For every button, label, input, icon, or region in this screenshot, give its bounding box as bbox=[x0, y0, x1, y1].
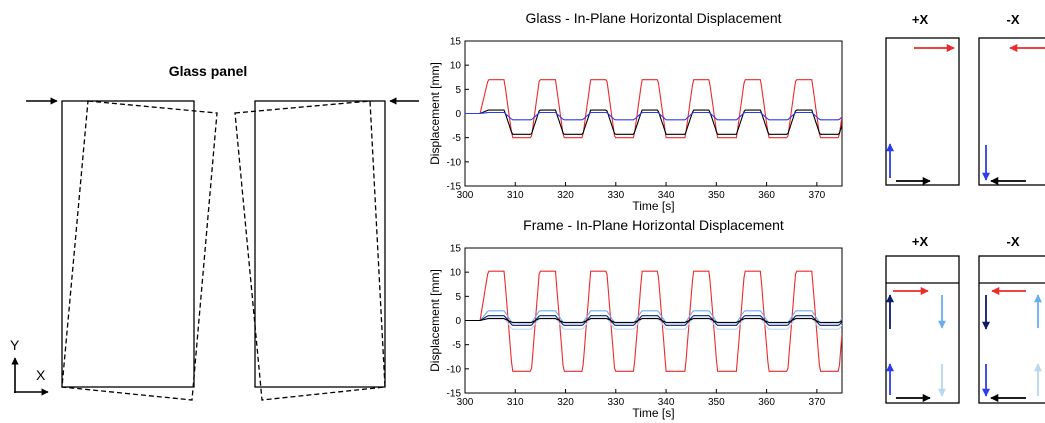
right-panel-deformed bbox=[234, 100, 386, 401]
y-tick-label: 5 bbox=[455, 85, 461, 96]
frame-direction-diagrams: +X -X bbox=[885, 234, 1045, 404]
x-tick-label: 300 bbox=[457, 397, 474, 408]
series-line-paleblue bbox=[465, 317, 842, 330]
x-tick-label: 310 bbox=[507, 397, 524, 408]
series-line-navy bbox=[465, 315, 842, 326]
x-tick-label: 300 bbox=[457, 190, 474, 201]
series-line-lightblue bbox=[465, 310, 842, 324]
axis-y-label: Y bbox=[10, 337, 20, 353]
x-tick-label: 330 bbox=[607, 190, 624, 201]
y-tick-label: -15 bbox=[447, 389, 462, 400]
y-axis-label: Displacement [mm] bbox=[428, 62, 442, 165]
glass-minus-x-box bbox=[978, 37, 1045, 186]
x-axis-label: Time [s] bbox=[632, 199, 674, 213]
frame-plus-x-box bbox=[885, 255, 960, 404]
chart-title: Frame - In-Plane Horizontal Displacement bbox=[523, 217, 784, 233]
x-tick-label: 360 bbox=[758, 397, 775, 408]
y-axis-label: Displacement [mm] bbox=[428, 269, 442, 372]
y-tick-label: 15 bbox=[450, 244, 462, 255]
left-panel-deformed bbox=[61, 100, 218, 401]
glass-minus-x-title: -X bbox=[1007, 12, 1020, 27]
x-tick-label: 310 bbox=[507, 190, 524, 201]
x-tick-label: 350 bbox=[708, 190, 725, 201]
x-tick-label: 320 bbox=[557, 190, 574, 201]
y-tick-label: 10 bbox=[450, 61, 462, 72]
frame-minus-x-box bbox=[978, 255, 1045, 404]
glass-plus-x-box bbox=[885, 37, 960, 186]
plot-frame bbox=[464, 40, 843, 187]
y-tick-label: -15 bbox=[447, 182, 462, 193]
series-line-black bbox=[465, 318, 842, 323]
y-tick-label: 15 bbox=[450, 37, 462, 48]
y-tick-label: -10 bbox=[447, 157, 462, 168]
y-tick-label: -10 bbox=[447, 364, 462, 375]
x-tick-label: 340 bbox=[658, 397, 675, 408]
series-line-red bbox=[465, 79, 842, 139]
left-panel-outline bbox=[61, 100, 195, 388]
glass-plus-x-title: +X bbox=[912, 12, 929, 27]
series-line-red bbox=[465, 270, 842, 372]
x-tick-label: 330 bbox=[607, 397, 624, 408]
frame-minus-x-title: -X bbox=[1007, 234, 1020, 249]
schematic-title: Glass panel bbox=[169, 63, 248, 79]
x-tick-label: 360 bbox=[758, 190, 775, 201]
axis-x-label: X bbox=[36, 367, 46, 383]
frame-plus-x-title: +X bbox=[912, 234, 929, 249]
y-tick-label: -5 bbox=[452, 133, 461, 144]
x-tick-label: 340 bbox=[658, 190, 675, 201]
x-axis-label: Time [s] bbox=[632, 406, 674, 420]
glass-displacement-chart: Glass - In-Plane Horizontal Displacement… bbox=[428, 10, 843, 213]
x-tick-label: 370 bbox=[809, 397, 826, 408]
y-tick-label: -5 bbox=[452, 340, 461, 351]
x-tick-label: 370 bbox=[809, 190, 826, 201]
chart-title: Glass - In-Plane Horizontal Displacement bbox=[526, 10, 782, 26]
y-tick-label: 10 bbox=[450, 268, 462, 279]
y-tick-label: 0 bbox=[455, 109, 461, 120]
series-line-black bbox=[465, 109, 842, 135]
y-tick-label: 0 bbox=[455, 316, 461, 327]
frame-displacement-chart: Frame - In-Plane Horizontal Displacement… bbox=[428, 217, 843, 420]
right-panel-outline bbox=[254, 100, 386, 388]
y-tick-label: 5 bbox=[455, 292, 461, 303]
x-tick-label: 350 bbox=[708, 397, 725, 408]
series-line-blue bbox=[465, 111, 842, 121]
x-tick-label: 320 bbox=[557, 397, 574, 408]
glass-direction-diagrams: +X -X bbox=[885, 12, 1045, 186]
glass-panel-schematic: Glass panel Y X bbox=[10, 63, 419, 401]
